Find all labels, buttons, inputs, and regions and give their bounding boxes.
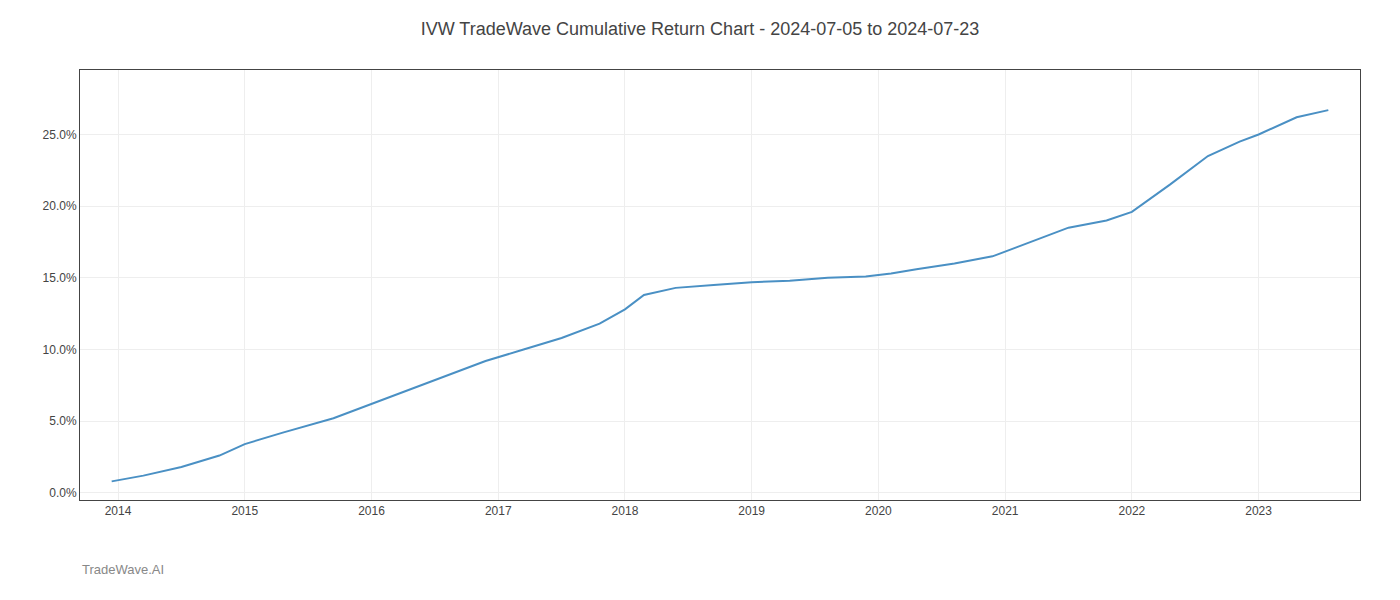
svg-text:2022: 2022 (1119, 504, 1146, 518)
svg-text:2018: 2018 (612, 504, 639, 518)
svg-text:0.0%: 0.0% (49, 486, 77, 500)
svg-text:TradeWave.AI: TradeWave.AI (82, 562, 164, 577)
svg-text:2014: 2014 (105, 504, 132, 518)
svg-text:2020: 2020 (865, 504, 892, 518)
svg-text:25.0%: 25.0% (43, 128, 77, 142)
svg-text:2016: 2016 (358, 504, 385, 518)
svg-text:2023: 2023 (1245, 504, 1272, 518)
svg-text:2021: 2021 (992, 504, 1019, 518)
svg-text:2017: 2017 (485, 504, 512, 518)
svg-text:2019: 2019 (738, 504, 765, 518)
svg-text:10.0%: 10.0% (43, 343, 77, 357)
svg-text:5.0%: 5.0% (49, 414, 77, 428)
svg-text:20.0%: 20.0% (43, 199, 77, 213)
svg-text:IVW TradeWave Cumulative Retur: IVW TradeWave Cumulative Return Chart - … (421, 19, 980, 39)
svg-text:15.0%: 15.0% (43, 271, 77, 285)
svg-text:2015: 2015 (231, 504, 258, 518)
